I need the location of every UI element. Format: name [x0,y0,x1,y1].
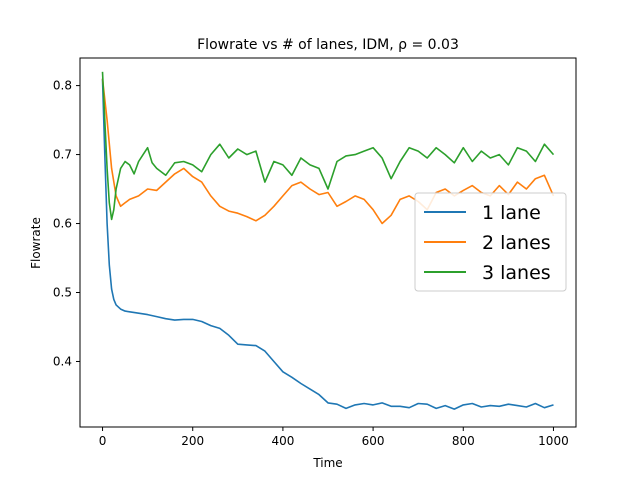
legend-label-2-lanes: 2 lanes [482,232,551,254]
y-tick-label: 0.4 [53,354,72,368]
y-tick-label: 0.7 [53,148,72,162]
y-axis-ticks: 0.4 0.5 0.6 0.7 0.8 [53,79,80,368]
series-layer [101,71,555,410]
legend-label-1-lane: 1 lane [482,202,541,224]
y-tick-label: 0.6 [53,217,72,231]
series-line-1-lane [101,78,554,410]
legend: 1 lane 2 lanes 3 lanes [414,192,567,292]
y-axis-label: Flowrate [29,217,43,269]
x-axis-ticks: 0 200 400 600 800 1000 [99,427,569,448]
y-tick-label: 0.5 [53,286,72,300]
series-line-2-lanes [101,78,555,225]
plot-frame [79,57,577,428]
legend-label-3-lanes: 3 lanes [482,262,551,284]
series-line-3-lanes [101,71,555,221]
legend-box [414,192,567,292]
x-tick-label: 0 [99,434,107,448]
chart-title: Flowrate vs # of lanes, IDM, ρ = 0.03 [197,37,459,53]
x-tick-label: 200 [181,434,204,448]
x-axis-label: Time [312,456,342,470]
x-tick-label: 800 [452,434,475,448]
x-tick-label: 600 [362,434,385,448]
y-tick-label: 0.8 [53,79,72,93]
x-tick-label: 400 [271,434,294,448]
x-tick-label: 1000 [538,434,569,448]
